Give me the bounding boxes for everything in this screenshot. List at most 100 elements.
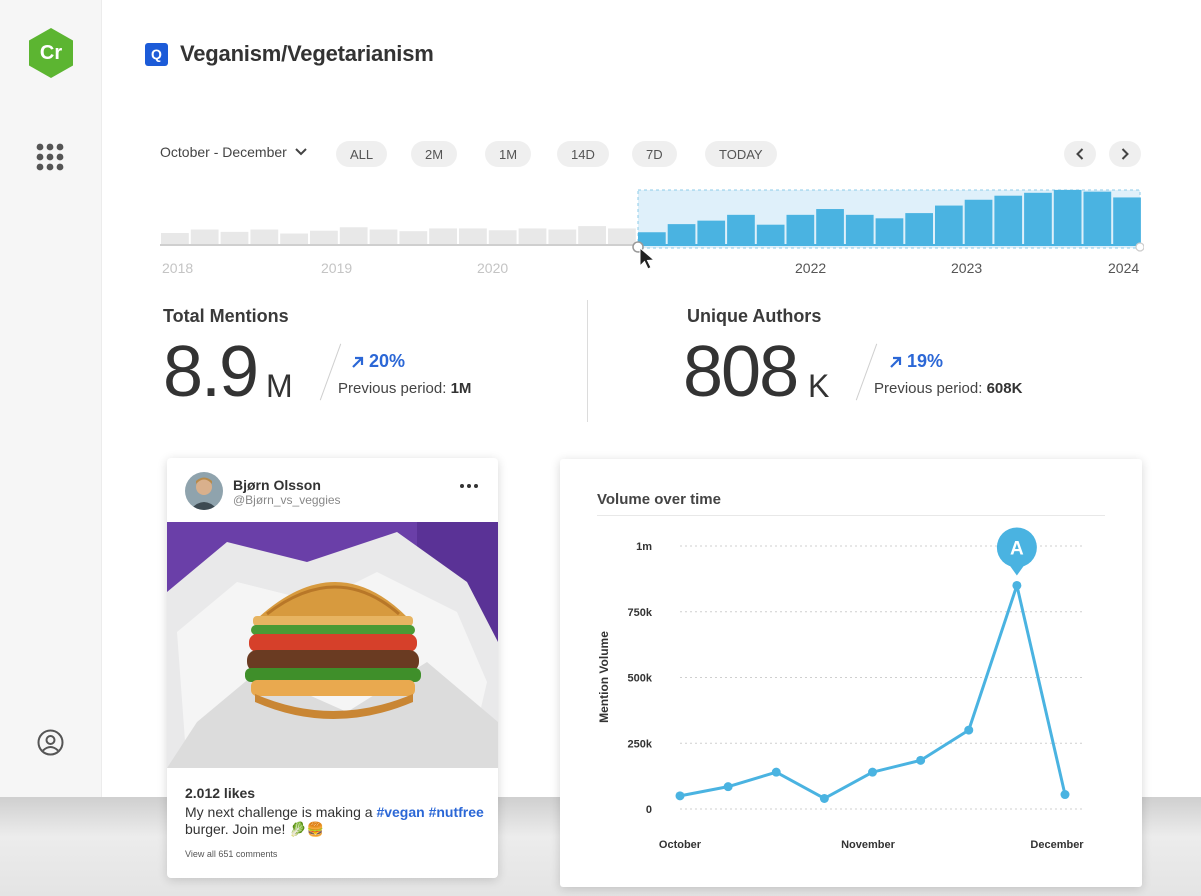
timeline-bar-active: [935, 205, 963, 245]
y-tick-label: 1m: [636, 541, 652, 553]
timeline-brush[interactable]: [160, 186, 1144, 286]
timeline-bar-inactive: [459, 228, 487, 245]
timeline-year-2020: 2020: [477, 260, 509, 276]
previous-period-label: Previous period:: [874, 380, 983, 397]
timeline-year-2019: 2019: [321, 260, 353, 276]
unique-authors-value: 808: [683, 332, 799, 412]
chart-title-divider: [597, 515, 1105, 516]
timeline-bar-active: [638, 232, 666, 245]
timeline-bar-inactive: [548, 229, 577, 245]
stats-divider: [587, 300, 588, 422]
unique-authors-change: 19%: [889, 351, 943, 372]
avatar[interactable]: [185, 472, 223, 510]
timeline-handle-right: [1135, 242, 1144, 252]
post-hashtags[interactable]: #vegan #nutfree: [376, 804, 484, 820]
timeline-bar-inactive: [369, 229, 398, 245]
total-mentions-unit: M: [266, 368, 293, 404]
timeline-bar-inactive: [220, 231, 249, 245]
timeline-bar-active: [964, 199, 993, 245]
next-button[interactable]: [1109, 141, 1141, 167]
mouse-cursor-icon: [639, 246, 656, 270]
grid-icon[interactable]: [35, 142, 65, 172]
unique-authors-label: Unique Authors: [687, 306, 822, 326]
annotation-pin: [996, 527, 1037, 568]
timeline-bar-inactive: [339, 227, 368, 245]
y-tick-label: 250k: [628, 738, 653, 750]
previous-period-label: Previous period:: [338, 380, 447, 397]
timeline-bar-active: [727, 214, 755, 245]
total-mentions-change-value: 20%: [369, 351, 406, 371]
logo-text: Cr: [39, 41, 63, 64]
page-header: Q Veganism/Vegetarianism: [145, 41, 434, 67]
x-tick-label: November: [841, 839, 896, 851]
post-author-name[interactable]: Bjørn Olsson: [233, 477, 321, 493]
timeline-year-2018: 2018: [162, 260, 194, 276]
x-tick-label: October: [659, 839, 702, 851]
timeline-bar-inactive: [310, 230, 338, 245]
data-point: [675, 791, 685, 801]
view-comments-link[interactable]: View all 651 comments: [185, 849, 278, 859]
data-point: [964, 725, 974, 735]
prev-button[interactable]: [1064, 141, 1096, 167]
range-pill-2m[interactable]: 2M: [411, 141, 458, 167]
y-tick-label: 0: [646, 804, 652, 816]
timeline-bar-inactive: [190, 229, 219, 245]
data-point: [1012, 580, 1022, 590]
timeline-bar-active: [756, 224, 785, 245]
user-circle-icon[interactable]: [37, 729, 64, 756]
post-caption-text: My next challenge is making a: [185, 804, 373, 820]
timeline-year-2024: 2024: [1108, 260, 1140, 276]
timeline-bar-active: [1024, 192, 1052, 245]
timeline-bar-active: [667, 224, 696, 245]
timeline-year-2023: 2023: [951, 260, 983, 276]
range-pill-1m[interactable]: 1M: [485, 141, 532, 167]
timeline-bar-active: [1053, 189, 1082, 245]
query-badge: Q: [145, 42, 168, 66]
total-mentions-label: Total Mentions: [163, 306, 289, 326]
range-pill-7d[interactable]: 7D: [632, 141, 677, 167]
timeline-bar-inactive: [399, 231, 428, 245]
post-image-burger: [167, 522, 498, 768]
data-point: [916, 755, 926, 765]
x-tick-label: December: [1030, 839, 1084, 851]
total-mentions-value: 8.9: [163, 332, 259, 412]
annotation-label: A: [1010, 538, 1024, 559]
timeline-bar-active: [845, 214, 874, 245]
post-author-handle[interactable]: @Bjørn_vs_veggies: [233, 493, 341, 507]
timeline-bar-active: [875, 218, 904, 245]
post-caption: My next challenge is making a #vegan #nu…: [185, 804, 485, 838]
previous-period-value: 1M: [450, 380, 472, 397]
sidebar: Cr: [0, 0, 102, 797]
volume-chart[interactable]: 0 250k 500k 750k 1m Mention Volume October Nove…: [560, 459, 1142, 887]
app-logo[interactable]: Cr: [27, 27, 75, 79]
timeline-bar-active: [1113, 197, 1141, 245]
timeline-bar-active: [994, 195, 1023, 245]
total-mentions-previous: Previous period: 1M: [338, 380, 471, 397]
unique-authors-previous: Previous period: 608K: [874, 380, 1022, 397]
more-options-icon[interactable]: [460, 484, 478, 488]
timeline-bar-inactive: [280, 233, 308, 245]
series-line: [679, 583, 1067, 800]
chevron-down-icon: [295, 148, 307, 156]
data-point: [1060, 790, 1070, 800]
timeline-bar-active: [1083, 191, 1112, 245]
timeline-year-2022: 2022: [795, 260, 827, 276]
arrow-up-right-icon: [890, 356, 902, 368]
social-post-card[interactable]: Bjørn Olsson @Bjørn_vs_veggies 2.012 lik…: [167, 458, 498, 878]
unique-authors-change-value: 19%: [907, 351, 944, 371]
range-pill-all[interactable]: ALL: [336, 141, 388, 167]
date-range-select[interactable]: October - December: [160, 144, 307, 160]
arrow-up-right-icon: [352, 356, 364, 368]
timeline-bar-inactive: [578, 226, 606, 245]
range-pill-today[interactable]: TODAY: [705, 141, 777, 167]
timeline-bar-inactive: [429, 228, 457, 245]
data-point: [771, 767, 781, 777]
post-caption-text-end: burger. Join me! 🥬🍔: [185, 821, 325, 837]
total-mentions-change: 20%: [351, 351, 405, 372]
date-range-value: October - December: [160, 144, 287, 160]
range-pill-14d[interactable]: 14D: [557, 141, 609, 167]
unique-authors-unit: K: [808, 368, 830, 404]
timeline-bar-inactive: [250, 229, 279, 245]
previous-period-value: 608K: [986, 380, 1023, 397]
post-likes: 2.012 likes: [185, 785, 256, 801]
